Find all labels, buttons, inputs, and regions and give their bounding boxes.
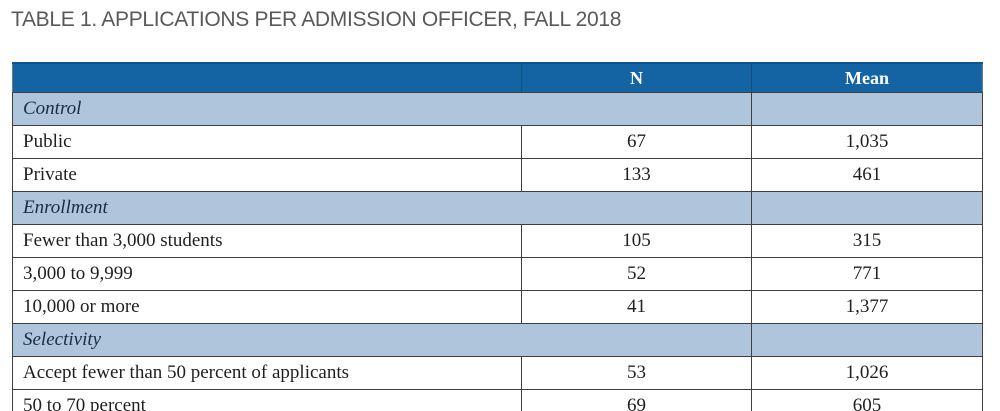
row-mean-value: 315 [751, 224, 983, 258]
section-row-enrollment: Enrollment [12, 191, 983, 225]
table-body: Control Public 67 1,035 Private 133 461 … [12, 92, 983, 411]
table-title: TABLE 1. APPLICATIONS PER ADMISSION OFFI… [11, 8, 622, 31]
row-mean-value: 461 [751, 158, 983, 192]
table-row-fewer-than-3000: Fewer than 3,000 students 105 315 [12, 224, 983, 258]
row-n-value: 41 [521, 290, 752, 324]
section-label: Selectivity [12, 323, 752, 357]
applications-per-officer-table: N Mean Control Public 67 1,035 Private 1… [12, 62, 983, 411]
header-cell-mean: Mean [751, 62, 983, 93]
row-n-value: 69 [521, 389, 752, 411]
header-cell-blank [12, 62, 522, 93]
section-row-control: Control [12, 92, 983, 126]
row-n-value: 53 [521, 356, 752, 390]
row-mean-value: 771 [751, 257, 983, 291]
table-header: N Mean [12, 62, 983, 93]
row-label: Fewer than 3,000 students [12, 224, 522, 258]
section-row-selectivity: Selectivity [12, 323, 983, 357]
section-label: Enrollment [12, 191, 752, 225]
header-row: N Mean [12, 62, 983, 93]
row-n-value: 133 [521, 158, 752, 192]
section-label: Control [12, 92, 752, 126]
row-label: Private [12, 158, 522, 192]
row-mean-value: 605 [751, 389, 983, 411]
header-cell-n: N [521, 62, 752, 93]
table-row-private: Private 133 461 [12, 158, 983, 192]
row-n-value: 52 [521, 257, 752, 291]
row-n-value: 67 [521, 125, 752, 159]
row-label: 50 to 70 percent [12, 389, 522, 411]
row-n-value: 105 [521, 224, 752, 258]
table-row-3000-to-9999: 3,000 to 9,999 52 771 [12, 257, 983, 291]
table-row-50-to-70-percent: 50 to 70 percent 69 605 [12, 389, 983, 411]
row-mean-value: 1,035 [751, 125, 983, 159]
section-mean-cell [751, 92, 983, 126]
section-mean-cell [751, 191, 983, 225]
section-mean-cell [751, 323, 983, 357]
row-label: 10,000 or more [12, 290, 522, 324]
row-label: Accept fewer than 50 percent of applican… [12, 356, 522, 390]
row-mean-value: 1,377 [751, 290, 983, 324]
table-row-public: Public 67 1,035 [12, 125, 983, 159]
row-label: 3,000 to 9,999 [12, 257, 522, 291]
row-label: Public [12, 125, 522, 159]
table-row-10000-or-more: 10,000 or more 41 1,377 [12, 290, 983, 324]
table-row-accept-fewer-than-50: Accept fewer than 50 percent of applican… [12, 356, 983, 390]
row-mean-value: 1,026 [751, 356, 983, 390]
